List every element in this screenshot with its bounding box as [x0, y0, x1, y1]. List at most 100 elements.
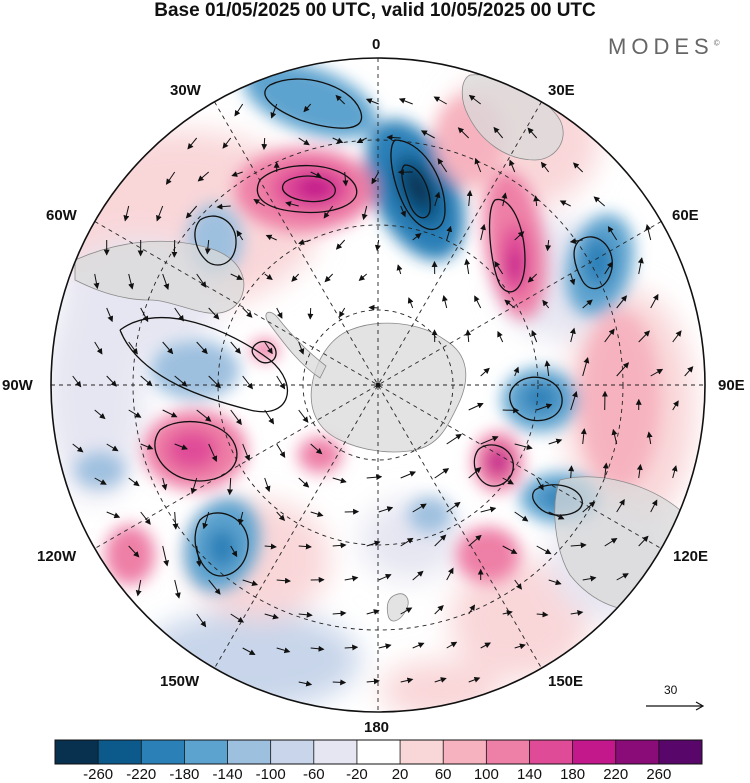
wind-arrow [412, 570, 424, 581]
wind-arrow [230, 409, 242, 426]
wind-arrow [672, 330, 682, 343]
wind-arrow [236, 230, 244, 241]
wind-arrow [128, 477, 140, 487]
wind-arrow [378, 506, 394, 513]
wind-arrow [208, 307, 220, 320]
wind-arrow [264, 477, 271, 493]
wind-arrow [298, 611, 313, 618]
lon-label-60e: 60E [672, 207, 699, 224]
wind-arrow [533, 195, 540, 207]
colorbar-swatch [529, 740, 574, 764]
wind-arrow [412, 642, 425, 649]
wind-arrow [366, 678, 380, 685]
wind-arrow [531, 329, 538, 343]
wind-arrow [310, 645, 325, 652]
wind-arrow [480, 506, 497, 513]
wind-arrow [208, 443, 218, 463]
colorbar-swatch [356, 740, 401, 764]
wind-arrow [264, 613, 279, 620]
wind-arrow [480, 435, 499, 445]
wind-arrow [480, 223, 487, 241]
wind-arrow [607, 225, 618, 241]
wind-arrow [93, 273, 100, 290]
graticule [51, 58, 705, 712]
wind-arrow [196, 613, 207, 628]
wind-arrow [72, 375, 82, 388]
wind-arrow [494, 260, 504, 275]
lon-label-120w: 120W [37, 548, 77, 565]
wind-arrow [344, 575, 359, 582]
colorbar-label: 20 [391, 766, 409, 783]
wind-arrow [174, 375, 188, 387]
colorbar-swatch [443, 740, 487, 764]
lon-label-30w: 30W [170, 82, 201, 99]
wind-arrow [356, 137, 367, 143]
wind-arrow [365, 98, 379, 105]
colorbar-label: -260 [83, 766, 114, 783]
map-border [50, 57, 706, 713]
wind-arrow [208, 375, 222, 389]
wind-arrow [616, 295, 628, 309]
colorbar-swatch [658, 740, 703, 764]
colorbar-swatch [313, 740, 358, 764]
wind-arrow [480, 642, 491, 649]
lon-label-0: 0 [372, 36, 381, 53]
wind-arrow [195, 545, 202, 567]
wind-arrow [446, 225, 453, 241]
colorbar-label: 140 [516, 766, 542, 783]
wind-arrow [230, 545, 238, 558]
wind-arrow [303, 103, 312, 113]
wind-arrow [165, 171, 176, 185]
copyright-mark: © [713, 38, 720, 48]
wind-arrow [570, 390, 578, 411]
wind-arrow [276, 511, 286, 522]
wind-arrow [536, 403, 553, 411]
wind-arrow [242, 579, 259, 587]
wind-arrow [261, 137, 268, 151]
wind-arrow [386, 134, 401, 141]
wind-arrow [474, 295, 482, 309]
wind-arrow [502, 477, 514, 485]
wind-arrow [202, 511, 210, 530]
wind-arrow [434, 604, 444, 615]
wind-arrow [569, 327, 576, 343]
lon-label-30e: 30E [548, 82, 575, 99]
colorbar-label: 180 [560, 766, 586, 783]
wind-arrow [548, 511, 565, 520]
wind-arrow [569, 238, 583, 245]
wind-arrow [502, 545, 518, 554]
wind-arrow [307, 307, 314, 320]
wind-arrow [128, 545, 140, 558]
colorbar-swatch [227, 740, 272, 764]
wind-arrow [264, 409, 275, 425]
wind-arrow [310, 443, 323, 455]
wind-arrow [514, 511, 529, 522]
wind-arrow [433, 96, 447, 105]
wind-arrow [242, 307, 253, 318]
colorbar-swatch [141, 740, 185, 764]
wind-arrow [548, 438, 563, 445]
wind-arrow [230, 613, 245, 623]
south-pole-marker [375, 382, 381, 388]
wind-arrow [342, 171, 349, 187]
colorbar-swatch [270, 740, 315, 764]
wind-arrow [298, 341, 305, 355]
colorbar-swatch [615, 740, 660, 764]
colorbar-swatch [486, 740, 530, 764]
wind-arrow [230, 341, 241, 355]
new-zealand [386, 593, 409, 622]
wind-arrow [582, 299, 593, 309]
wind-arrow [480, 367, 490, 377]
wind-arrow [264, 273, 273, 280]
wind-arrow [298, 137, 310, 146]
wind-arrow [616, 362, 630, 377]
wind-arrow [446, 641, 458, 649]
wind-arrow [468, 402, 484, 411]
wind-arrow [162, 273, 170, 290]
wind-arrow [650, 499, 658, 513]
wind-arrow [474, 157, 482, 173]
wind-arrow [197, 171, 210, 182]
wind-arrow [298, 409, 309, 423]
wind-arrow [366, 609, 380, 615]
wind-arrow [298, 543, 312, 550]
